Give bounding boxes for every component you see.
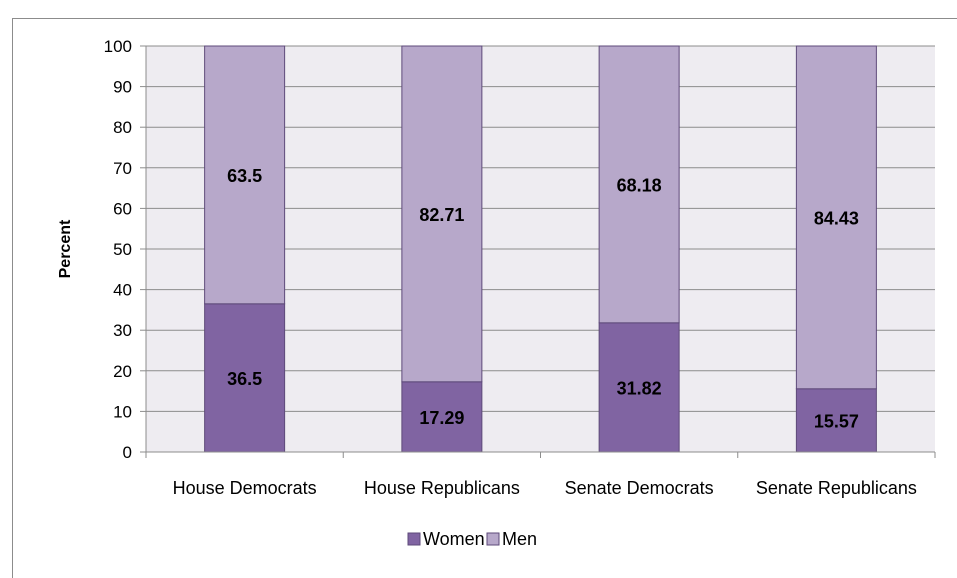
legend: Women Men <box>407 529 537 549</box>
y-tick-label: 80 <box>113 118 132 137</box>
data-label-women-4: 15.57 <box>814 411 859 431</box>
data-label-men-2: 82.71 <box>419 205 464 225</box>
x-tick-labels: House Democrats House Republicans Senate D… <box>173 478 917 498</box>
bar-men-3 <box>598 45 680 324</box>
data-label-men-3: 68.18 <box>617 175 662 195</box>
data-label-women-3: 31.82 <box>617 378 662 398</box>
data-label-women-2: 17.29 <box>419 408 464 428</box>
bar-women-3 <box>598 322 680 453</box>
y-tick-label: 60 <box>113 199 132 218</box>
y-tick-label: 90 <box>113 78 132 97</box>
x-tick-label: Senate Republicans <box>756 478 917 498</box>
bar-men-4 <box>795 45 877 390</box>
y-tick-label: 0 <box>123 443 132 462</box>
y-tick-label: 100 <box>104 37 132 56</box>
x-tick-label: House Democrats <box>173 478 317 498</box>
chart-frame <box>12 18 957 578</box>
data-label-men-4: 84.43 <box>814 208 859 228</box>
bar-men-2 <box>401 45 483 383</box>
y-tick-label: 50 <box>113 240 132 259</box>
bar-men-1 <box>204 45 286 305</box>
data-label-men-1: 63.5 <box>227 166 262 186</box>
y-axis-title: Percent <box>57 219 74 278</box>
y-tick-label: 40 <box>113 281 132 300</box>
y-tick-label: 10 <box>113 402 132 421</box>
data-labels: 36.5 63.5 17.29 82.71 31.82 68.18 15.57 84.43 <box>227 166 859 431</box>
x-tick-label: House Republicans <box>364 478 520 498</box>
y-tick-label: 70 <box>113 159 132 178</box>
legend-swatch-women <box>407 532 421 546</box>
legend-label-women: Women <box>423 529 485 549</box>
legend-swatch-men <box>486 532 500 546</box>
bars <box>204 45 877 453</box>
legend-label-men: Men <box>502 529 537 549</box>
bar-women-4 <box>795 388 877 453</box>
axes <box>140 45 936 458</box>
y-tick-label: 30 <box>113 321 132 340</box>
y-tick-labels: 0 10 20 30 40 50 60 70 80 90 100 <box>104 37 132 462</box>
y-tick-label: 20 <box>113 362 132 381</box>
x-tick-label: Senate Democrats <box>565 478 714 498</box>
data-label-women-1: 36.5 <box>227 369 262 389</box>
